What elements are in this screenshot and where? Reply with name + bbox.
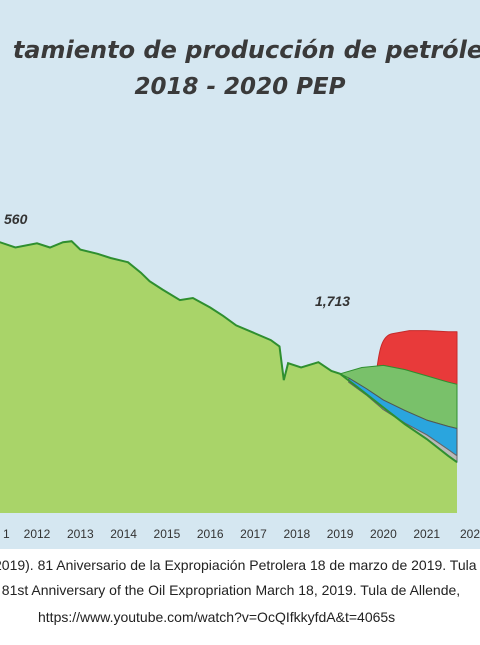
data-label: 1,713 xyxy=(315,293,350,309)
x-tick-label: 2012 xyxy=(24,527,51,541)
x-tick-label: 2015 xyxy=(154,527,181,541)
x-tick-label: 2014 xyxy=(110,527,137,541)
x-tick-label: 2020 xyxy=(370,527,397,541)
x-tick-label: 2019 xyxy=(327,527,354,541)
production-chart: 1 2012 2013 2014 2015 2016 2017 2018 2019 2020 202… xyxy=(0,211,480,541)
x-tick-label: 2018 xyxy=(283,527,310,541)
x-tick-label: 2016 xyxy=(197,527,224,541)
x-tick-label: 2021 xyxy=(413,527,440,541)
chart-title-line2: 2018 - 2020 PEP xyxy=(134,74,346,100)
x-tick-label: 2017 xyxy=(240,527,267,541)
production-outline xyxy=(0,240,458,464)
data-label: 560 xyxy=(4,211,28,227)
caption-line2: . 81st Anniversary of the Oil Expropriat… xyxy=(0,582,461,598)
caption-line1: 2019). 81 Aniversario de la Expropiación… xyxy=(0,557,477,573)
x-tick-label: 1 xyxy=(3,527,10,541)
x-tick-label: 202 xyxy=(460,527,480,541)
chart-title-line1: tamiento de producción de petróle xyxy=(12,36,480,64)
production-area xyxy=(0,241,457,513)
caption-footer xyxy=(0,549,480,645)
x-tick-label: 2013 xyxy=(67,527,94,541)
caption-url: https://www.youtube.com/watch?v=OcQIfkky… xyxy=(38,609,396,625)
